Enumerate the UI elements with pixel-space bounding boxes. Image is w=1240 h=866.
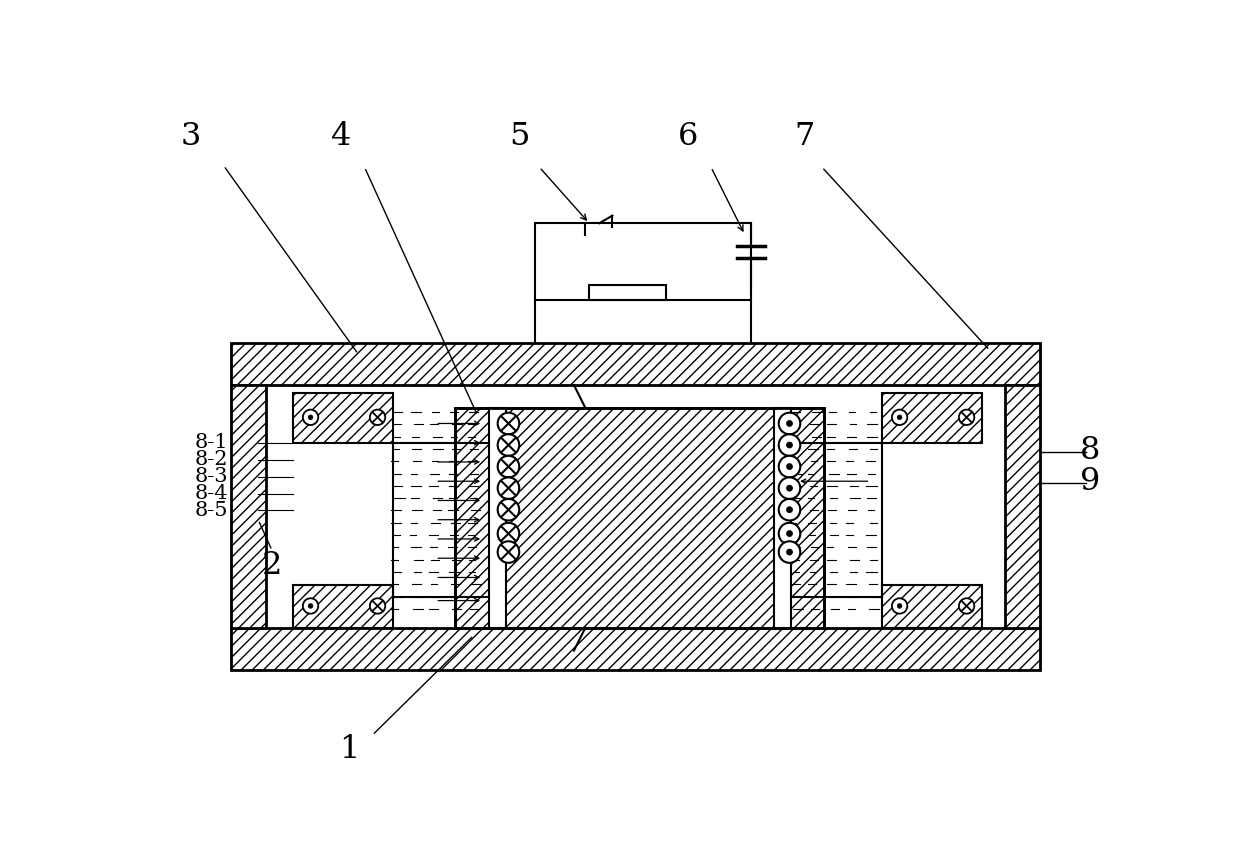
Circle shape (497, 523, 520, 545)
Bar (1006, 385, 1040, 628)
Circle shape (959, 410, 975, 425)
Bar (490, 408, 506, 628)
Text: 6: 6 (678, 120, 698, 152)
Circle shape (786, 549, 792, 555)
Text: 4: 4 (331, 120, 352, 152)
Text: 9: 9 (1080, 466, 1100, 497)
Bar (231, 628, 1040, 670)
Bar (293, 392, 393, 443)
Circle shape (497, 477, 520, 499)
Circle shape (370, 410, 386, 425)
Text: 5: 5 (510, 120, 531, 152)
Circle shape (786, 485, 792, 491)
Bar (231, 343, 1040, 385)
Circle shape (779, 477, 800, 499)
Circle shape (497, 499, 520, 520)
Bar (455, 408, 825, 628)
Circle shape (779, 499, 800, 520)
Circle shape (786, 531, 792, 537)
Circle shape (309, 604, 312, 608)
Circle shape (786, 463, 792, 469)
Circle shape (892, 598, 908, 614)
Text: 8-3: 8-3 (195, 467, 228, 486)
Circle shape (303, 598, 319, 614)
Circle shape (370, 598, 386, 614)
Circle shape (779, 523, 800, 545)
Circle shape (898, 415, 901, 420)
Circle shape (497, 541, 520, 563)
Text: 8: 8 (1080, 435, 1100, 466)
Circle shape (786, 442, 792, 448)
Text: 8-2: 8-2 (195, 450, 228, 469)
Circle shape (309, 415, 312, 420)
Text: 1: 1 (339, 734, 360, 765)
Circle shape (497, 434, 520, 456)
Circle shape (898, 604, 901, 608)
Text: 8-5: 8-5 (195, 501, 228, 520)
Circle shape (779, 413, 800, 434)
Circle shape (497, 456, 520, 477)
Circle shape (497, 413, 520, 434)
Circle shape (892, 410, 908, 425)
Bar (589, 285, 666, 301)
Bar (293, 585, 393, 628)
Circle shape (786, 507, 792, 513)
Circle shape (779, 541, 800, 563)
Circle shape (786, 421, 792, 426)
Bar (774, 408, 791, 628)
Circle shape (303, 410, 319, 425)
Text: 8-1: 8-1 (195, 433, 228, 452)
Bar (536, 223, 751, 301)
Bar (455, 408, 825, 628)
Circle shape (959, 598, 975, 614)
Circle shape (779, 434, 800, 456)
Bar (231, 385, 265, 628)
Bar (882, 392, 982, 443)
Bar (882, 585, 982, 628)
Circle shape (779, 456, 800, 477)
Text: 2: 2 (262, 551, 283, 581)
Text: 7: 7 (795, 120, 815, 152)
Text: 8-4: 8-4 (195, 484, 228, 503)
Text: 3: 3 (180, 120, 201, 152)
